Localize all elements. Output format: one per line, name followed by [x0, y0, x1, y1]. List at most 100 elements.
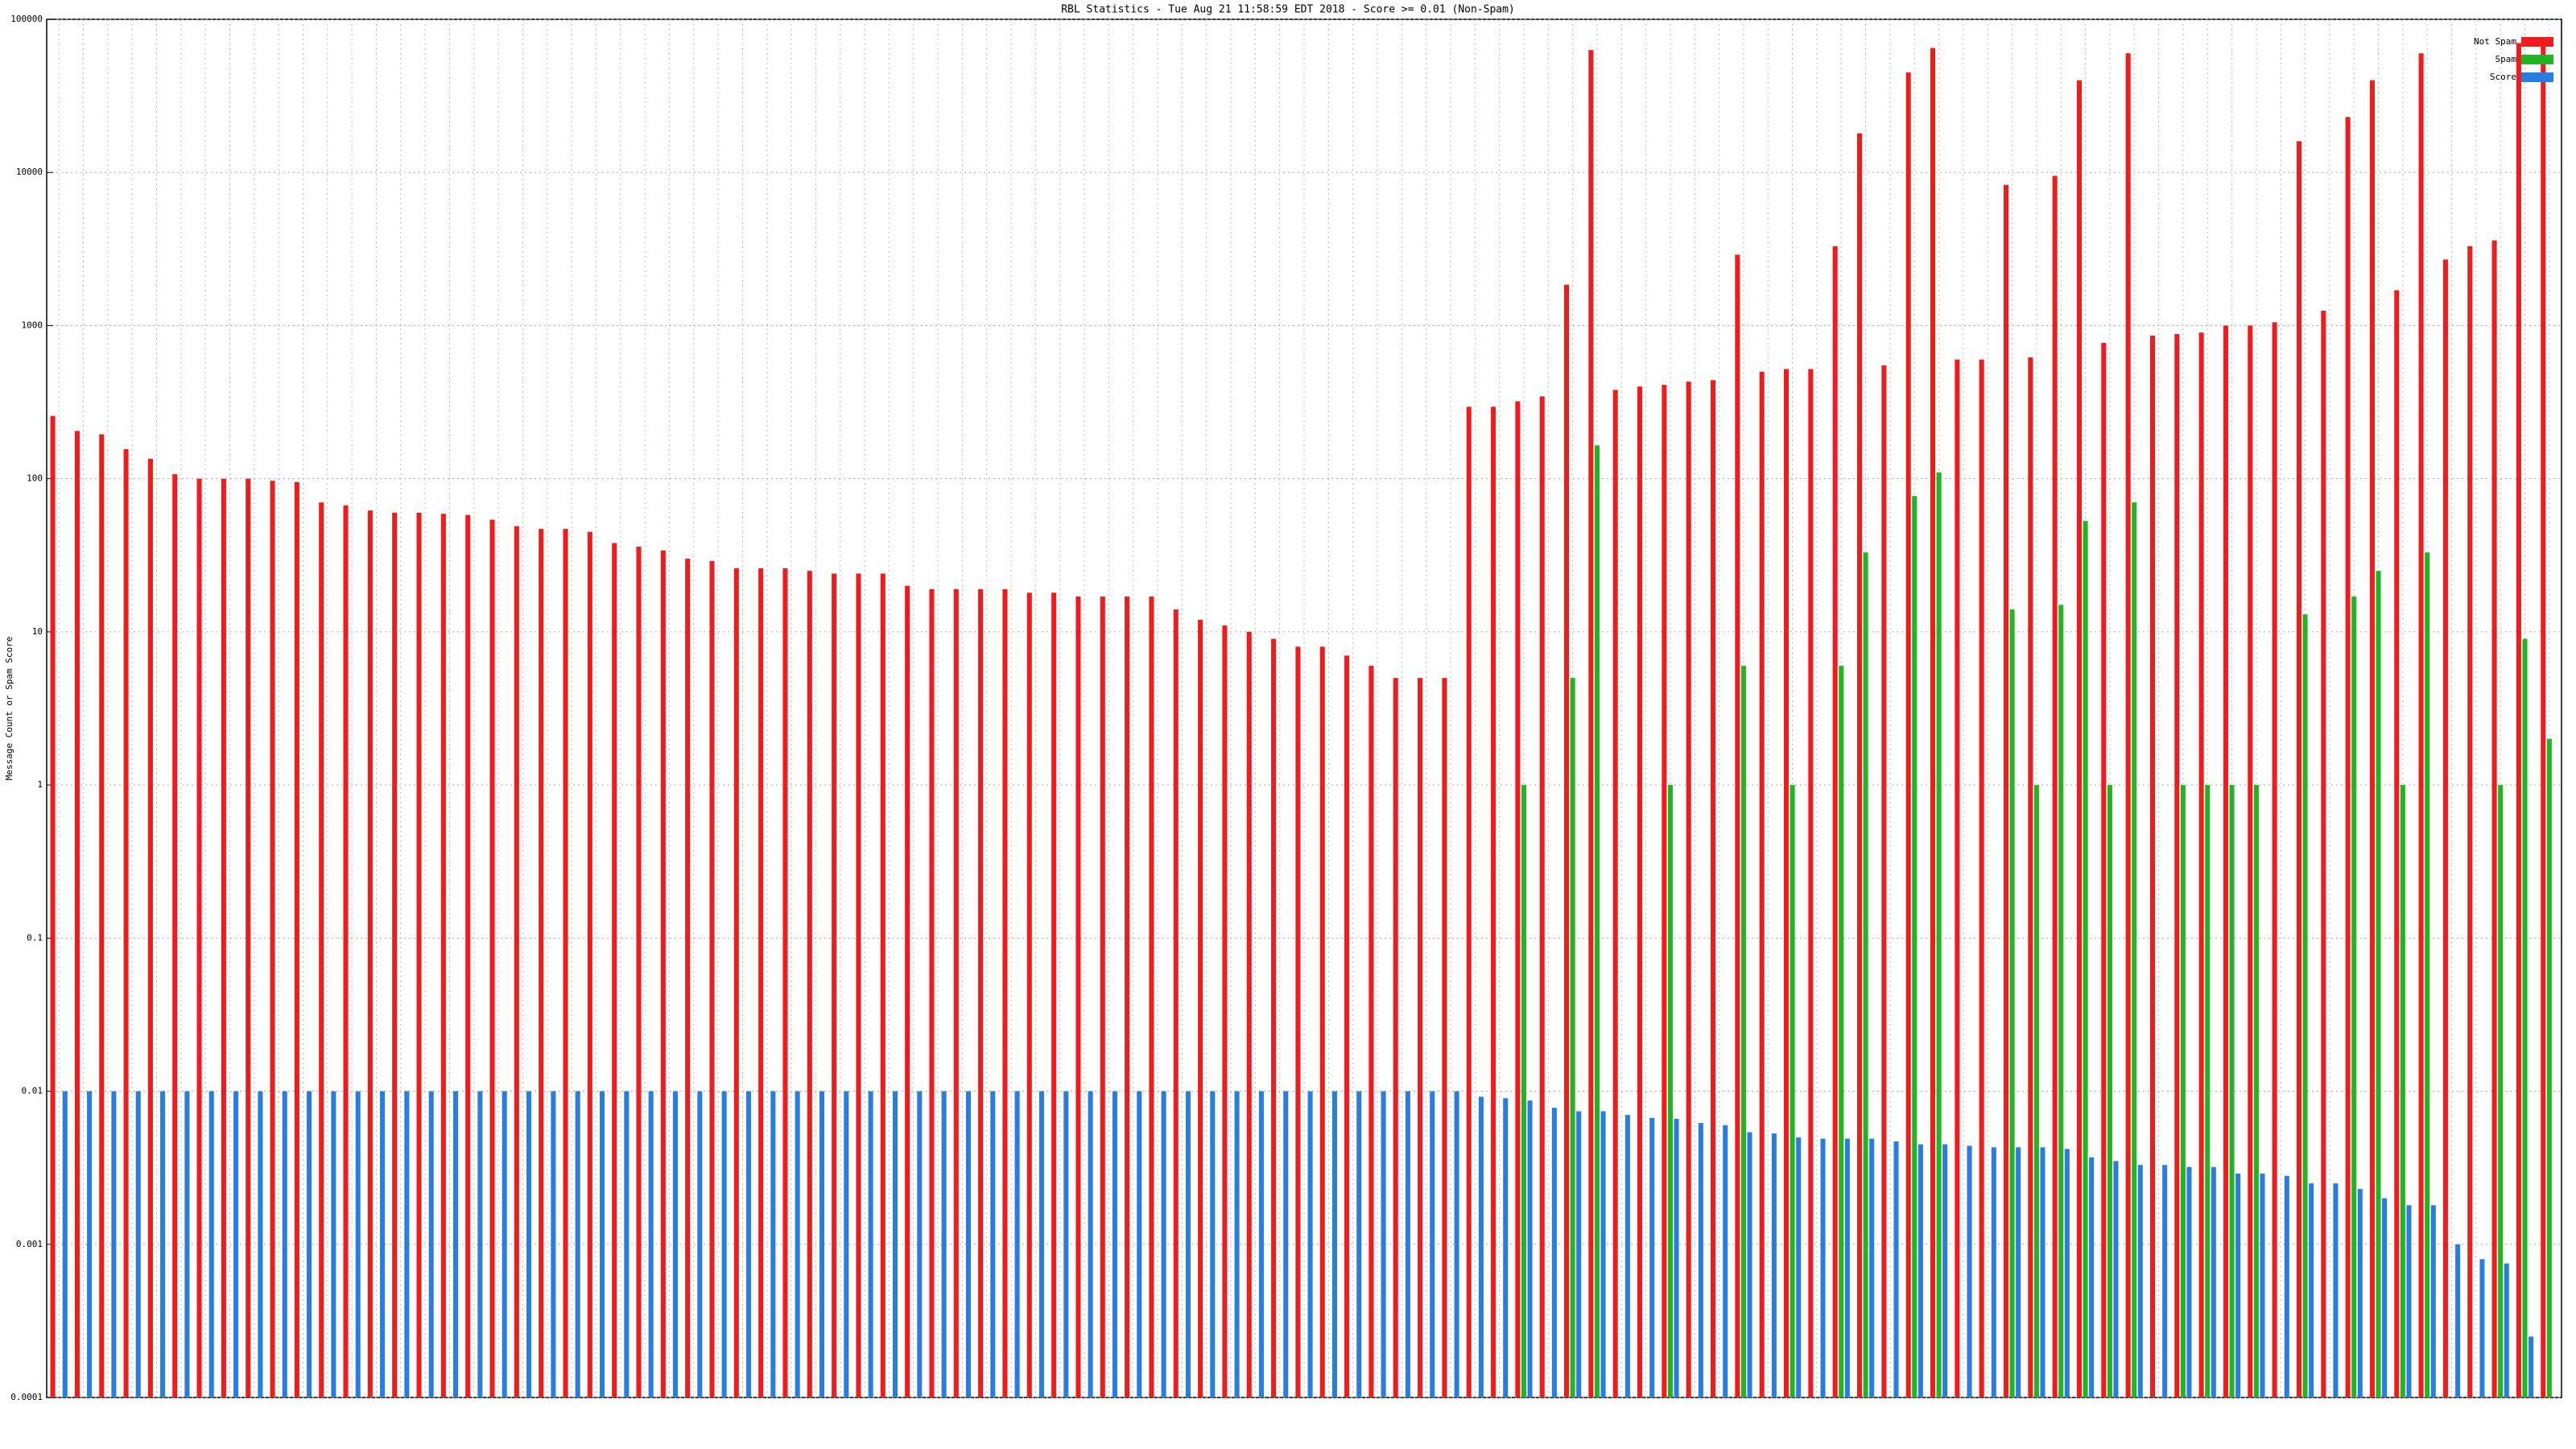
bar: [2351, 597, 2357, 1397]
bar: [1491, 407, 1496, 1397]
bar: [1234, 1091, 1240, 1397]
bar: [99, 434, 105, 1398]
bar: [1955, 359, 1960, 1397]
bar: [184, 1091, 190, 1397]
bar: [1808, 369, 1814, 1397]
bar: [1844, 1138, 1850, 1397]
bar: [2016, 1147, 2021, 1397]
bar: [1637, 386, 1643, 1397]
bar: [1624, 1115, 1630, 1397]
bar: [380, 1091, 386, 1397]
bar: [1075, 597, 1081, 1397]
bar: [1796, 1137, 1802, 1397]
bar: [1771, 1133, 1777, 1397]
bar: [440, 514, 446, 1398]
bar: [1051, 592, 1057, 1397]
bar: [1344, 655, 1350, 1397]
bar: [2529, 1336, 2534, 1397]
bar: [2132, 502, 2137, 1397]
bar: [880, 573, 886, 1397]
bar: [563, 529, 568, 1397]
y-axis-label: Message Count or Spam Score: [4, 637, 14, 781]
bar: [1790, 785, 1795, 1397]
bar: [1820, 1138, 1826, 1397]
bar: [1393, 678, 1398, 1397]
bar: [905, 585, 910, 1397]
bar: [1723, 1125, 1728, 1397]
bar: [367, 510, 373, 1397]
bar: [2101, 343, 2107, 1398]
bar: [1881, 365, 1887, 1397]
bar: [953, 588, 959, 1397]
bar: [868, 1091, 873, 1397]
bar: [1038, 1091, 1044, 1397]
bar: [2369, 80, 2375, 1398]
bar: [745, 1091, 752, 1397]
bar: [1991, 1147, 1996, 1397]
bar: [1198, 619, 1203, 1397]
bar: [307, 1091, 312, 1397]
bar: [1551, 1108, 1557, 1397]
bar: [1149, 597, 1154, 1397]
bar: [1783, 369, 1790, 1397]
bar: [2296, 141, 2301, 1398]
bar: [648, 1091, 654, 1397]
bar: [1832, 246, 1838, 1398]
bar: [1405, 1091, 1410, 1397]
bar: [1521, 785, 1527, 1397]
bar: [1418, 678, 1423, 1397]
bar: [2248, 325, 2253, 1397]
bar: [2546, 738, 2552, 1397]
bar: [709, 560, 715, 1397]
bar: [123, 448, 129, 1397]
legend-swatch: [2521, 72, 2553, 82]
bar: [539, 529, 544, 1397]
bar: [1856, 133, 1863, 1398]
bar: [929, 588, 935, 1397]
bar: [2302, 614, 2308, 1397]
bar: [1222, 625, 1228, 1397]
bar: [990, 1091, 996, 1397]
bar: [282, 1091, 287, 1397]
bar: [2174, 334, 2180, 1397]
bar: [1869, 1138, 1875, 1397]
bar: [965, 1091, 971, 1397]
bar: [1747, 1132, 1752, 1397]
bar: [1979, 359, 1984, 1397]
bar: [1442, 678, 1447, 1397]
bar: [319, 502, 324, 1397]
bar: [2541, 43, 2546, 1397]
bar: [624, 1091, 630, 1397]
bar: [1918, 1144, 1923, 1397]
bar: [416, 512, 422, 1398]
bar: [2149, 335, 2156, 1397]
bar: [1430, 1091, 1435, 1397]
bar: [270, 481, 275, 1397]
bar: [2516, 43, 2521, 1397]
bar: [477, 1091, 483, 1397]
bar: [452, 1091, 459, 1397]
bar: [2357, 1188, 2363, 1397]
legend-swatch: [2521, 37, 2553, 47]
bar: [1100, 597, 1105, 1397]
bar: [770, 1091, 776, 1397]
bar: [2498, 785, 2504, 1397]
bar: [2009, 609, 2015, 1397]
bar: [2162, 1165, 2168, 1397]
bar: [612, 543, 617, 1398]
bar: [50, 415, 56, 1398]
bar: [819, 1091, 825, 1397]
bar: [1137, 1091, 1142, 1397]
bar: [331, 1091, 336, 1397]
legend-swatch: [2521, 55, 2553, 64]
bar: [355, 1091, 361, 1397]
bar: [1356, 1091, 1362, 1397]
bar: [1210, 1091, 1216, 1397]
chart-title: RBL Statistics - Tue Aug 21 11:58:59 EDT…: [1061, 4, 1515, 16]
bar: [62, 1091, 68, 1397]
bar: [2376, 571, 2381, 1397]
bar: [404, 1091, 410, 1397]
y-tick-label: 10000: [16, 167, 43, 177]
bar: [2430, 1205, 2436, 1397]
